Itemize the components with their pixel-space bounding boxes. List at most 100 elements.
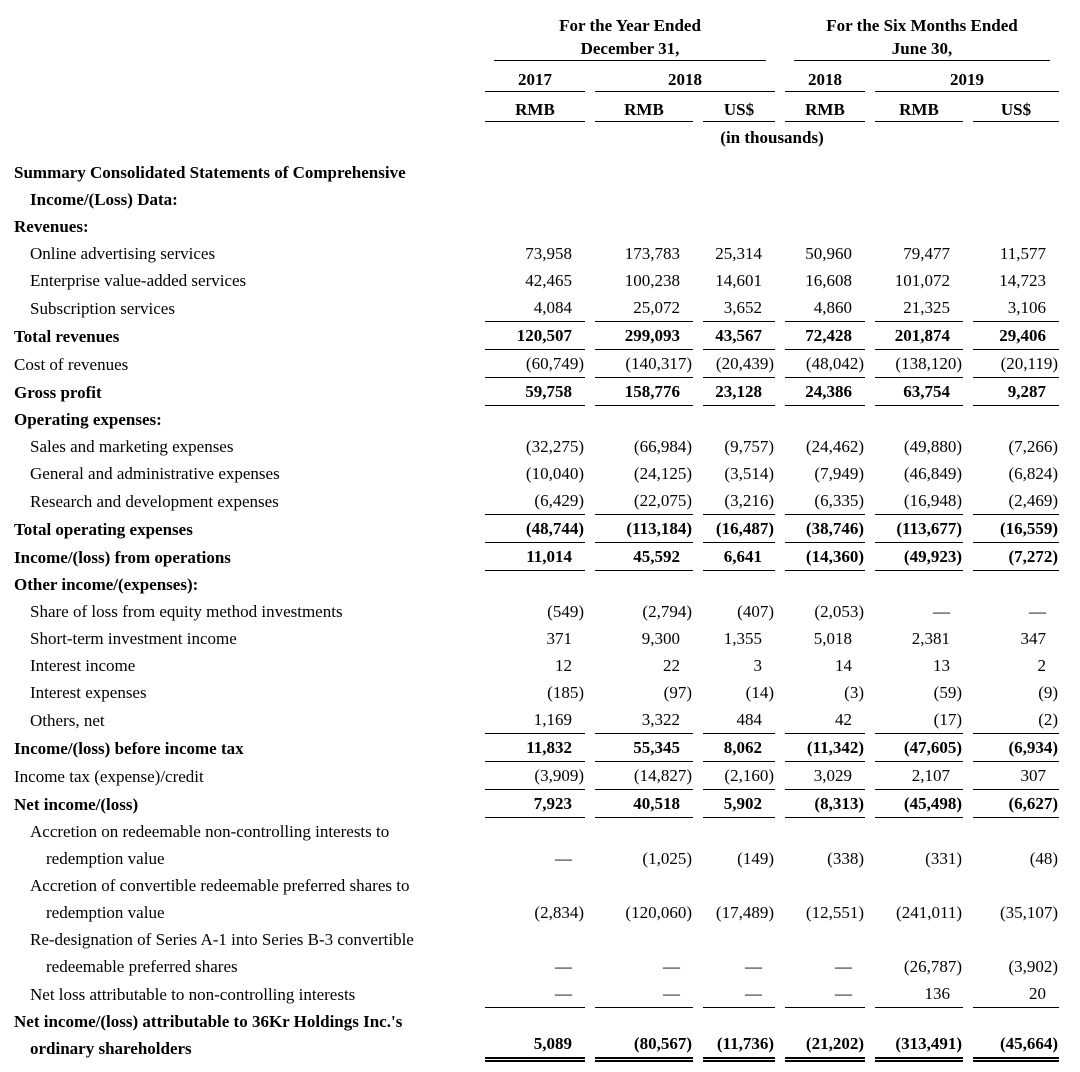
cell-value: 21,325: [870, 294, 968, 322]
cell-value: [590, 406, 698, 433]
cell-value: (1,025): [642, 849, 692, 868]
row-label: Total operating expenses: [14, 515, 480, 543]
cell-value: (8,313): [780, 790, 870, 818]
cell-value: (3,216): [698, 487, 780, 515]
cell-value: 6,641: [698, 543, 780, 571]
row-label-line: Share of loss from equity method investm…: [30, 602, 343, 621]
cell-value: [590, 571, 698, 598]
cell-value: (6,429): [480, 487, 590, 515]
cell-value: —: [835, 957, 852, 976]
cell-value: 11,832: [480, 734, 590, 762]
cell-value: 42,465: [525, 271, 572, 290]
col-group-line1: For the Six Months Ended: [826, 16, 1018, 35]
cell-value: 3: [753, 656, 763, 675]
cell-value: (3,909): [480, 762, 590, 790]
cell-value: 42: [780, 706, 870, 734]
table-row: Interest expenses (185) (97) (14) (3) (59) (9): [14, 679, 1064, 706]
year-header-row: 2017 2018 2018 2019: [14, 63, 1064, 93]
cell-value: (10,040): [525, 464, 584, 483]
cell-value: (2,469): [968, 487, 1064, 515]
cell-value: (6,824): [1008, 464, 1059, 483]
cell-value: (2,160): [698, 762, 780, 790]
cell-value: —: [933, 602, 950, 621]
cell-value: 63,754: [870, 378, 968, 406]
row-label: Gross profit: [14, 378, 480, 406]
row-label-line: Income tax (expense)/credit: [14, 767, 204, 786]
table-row: Re-designation of Series A-1 into Series…: [14, 926, 1064, 980]
cell-value: —: [780, 980, 870, 1008]
cell-value: (16,487): [698, 515, 780, 543]
row-label: Net income/(loss): [14, 790, 480, 818]
row-label: Share of loss from equity method investm…: [14, 598, 480, 625]
cell-value: [698, 406, 780, 433]
row-label: Subscription services: [14, 294, 480, 322]
cell-value: 55,345: [590, 734, 698, 762]
row-label: Sales and marketing expenses: [14, 433, 480, 460]
cell-value: [870, 159, 968, 213]
row-label-line: Operating expenses:: [14, 410, 162, 429]
cell-value: (48,744): [480, 515, 590, 543]
cell-value: (35,107): [999, 903, 1059, 922]
cell-value: 4,860: [780, 294, 870, 322]
column-group-row: For the Year Ended December 31, For the …: [14, 14, 1064, 63]
table-row: Sales and marketing expenses (32,275) (66,…: [14, 433, 1064, 460]
cell-value: (48,042): [780, 350, 870, 378]
cell-value: 3,652: [698, 294, 780, 322]
row-label-line: Interest income: [30, 656, 136, 675]
row-label: Others, net: [14, 706, 480, 734]
cell-value: 4,084: [480, 294, 590, 322]
row-label-line: Interest expenses: [30, 683, 147, 702]
table-body: Summary Consolidated Statements of Compr…: [14, 159, 1064, 1062]
cell-value: 7,923: [480, 790, 590, 818]
cell-value: (38,746): [780, 515, 870, 543]
cell-value: (17): [870, 706, 968, 734]
cell-value: 5,902: [698, 790, 780, 818]
cell-value: (6,934): [968, 734, 1064, 762]
cell-value: 201,874: [870, 322, 968, 350]
row-label-line: Research and development expenses: [30, 492, 279, 511]
cell-value: —: [480, 980, 590, 1008]
row-label: Accretion on redeemable non-controlling …: [14, 818, 480, 872]
table-row: Total revenues 120,507 299,093 43,567 72,428…: [14, 322, 1064, 350]
cell-value: (32,275): [525, 437, 584, 456]
cell-value: (59): [933, 683, 962, 702]
cell-value: [480, 406, 590, 433]
table-row: Income/(loss) before income tax 11,832 55,…: [14, 734, 1064, 762]
cell-value: (2,053): [814, 602, 864, 621]
cell-value: (47,605): [870, 734, 968, 762]
currency-header: RMB: [870, 93, 968, 123]
cell-value: 2,107: [870, 762, 968, 790]
table-header: For the Year Ended December 31, For the …: [14, 14, 1064, 159]
table-row: Net income/(loss) attributable to 36Kr H…: [14, 1008, 1064, 1062]
cell-value: 2: [1037, 656, 1047, 675]
cell-value: (97): [663, 683, 692, 702]
cell-value: 22: [663, 656, 680, 675]
cell-value: (9): [1038, 683, 1059, 702]
cell-value: 100,238: [624, 271, 680, 290]
cell-value: (21,202): [780, 1008, 870, 1062]
cell-value: (331): [925, 849, 962, 868]
cell-value: (2,834): [534, 903, 584, 922]
row-label-line: General and administrative expenses: [30, 464, 280, 483]
table-row: Online advertising services 73,958 173,783…: [14, 240, 1064, 267]
cell-value: 40,518: [590, 790, 698, 818]
cell-value: 158,776: [590, 378, 698, 406]
cell-value: 307: [968, 762, 1064, 790]
cell-value: 1,169: [480, 706, 590, 734]
row-label: Net income/(loss) attributable to 36Kr H…: [14, 1008, 480, 1062]
row-label-line: redemption value: [46, 903, 165, 922]
row-label: Income/(loss) before income tax: [14, 734, 480, 762]
row-label-line: ordinary shareholders: [30, 1039, 192, 1058]
cell-value: (120,060): [625, 903, 692, 922]
cell-value: (11,342): [780, 734, 870, 762]
row-label-line: Enterprise value-added services: [30, 271, 247, 290]
cell-value: 50,960: [805, 244, 852, 263]
cell-value: 45,592: [590, 543, 698, 571]
table-row: Share of loss from equity method investm…: [14, 598, 1064, 625]
row-label-line: Net income/(loss) attributable to 36Kr H…: [14, 1012, 403, 1031]
row-label-line: Income/(loss) before income tax: [14, 739, 244, 758]
row-label: Income/(loss) from operations: [14, 543, 480, 571]
cell-value: [780, 571, 870, 598]
row-label: Interest income: [14, 652, 480, 679]
